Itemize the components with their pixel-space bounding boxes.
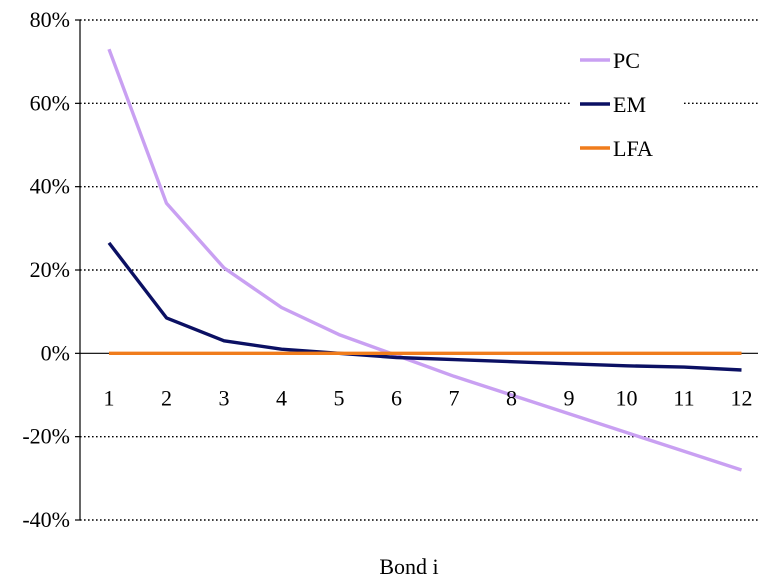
x-tick-label: 3 (219, 385, 230, 410)
x-tick-label: 12 (731, 385, 753, 410)
y-tick-labels: 80% 60% 40% 20% 0% -20% -40% (22, 7, 70, 532)
y-tick-label: -40% (22, 507, 70, 532)
y-tick-label: 80% (30, 7, 70, 32)
x-tick-label: 11 (673, 385, 694, 410)
x-tick-label: 4 (276, 385, 287, 410)
x-tick-label: 8 (506, 385, 517, 410)
x-tick-label: 2 (161, 385, 172, 410)
series-line-pc (107, 48, 743, 472)
series-lines (107, 48, 743, 472)
y-tick-label: 0% (41, 340, 70, 365)
legend: PC EM LFA (572, 32, 682, 172)
x-tick-label: 6 (391, 385, 402, 410)
legend-label-em: EM (613, 92, 646, 117)
x-tick-label: 1 (104, 385, 115, 410)
y-tick-label: 60% (30, 90, 70, 115)
series-line-em (107, 241, 742, 372)
x-tick-label: 9 (564, 385, 575, 410)
y-tick-label: 20% (30, 257, 70, 282)
x-tick-label: 10 (616, 385, 638, 410)
x-tick-label: 7 (449, 385, 460, 410)
legend-label-pc: PC (613, 48, 640, 73)
y-tick-label: -20% (22, 424, 70, 449)
x-tick-label: 5 (334, 385, 345, 410)
y-tick-label: 40% (30, 174, 70, 199)
legend-label-lfa: LFA (613, 136, 653, 161)
x-axis-title: Bond i (379, 554, 438, 579)
x-tick-labels: 1 2 3 4 5 6 7 8 9 10 11 12 (104, 385, 753, 410)
